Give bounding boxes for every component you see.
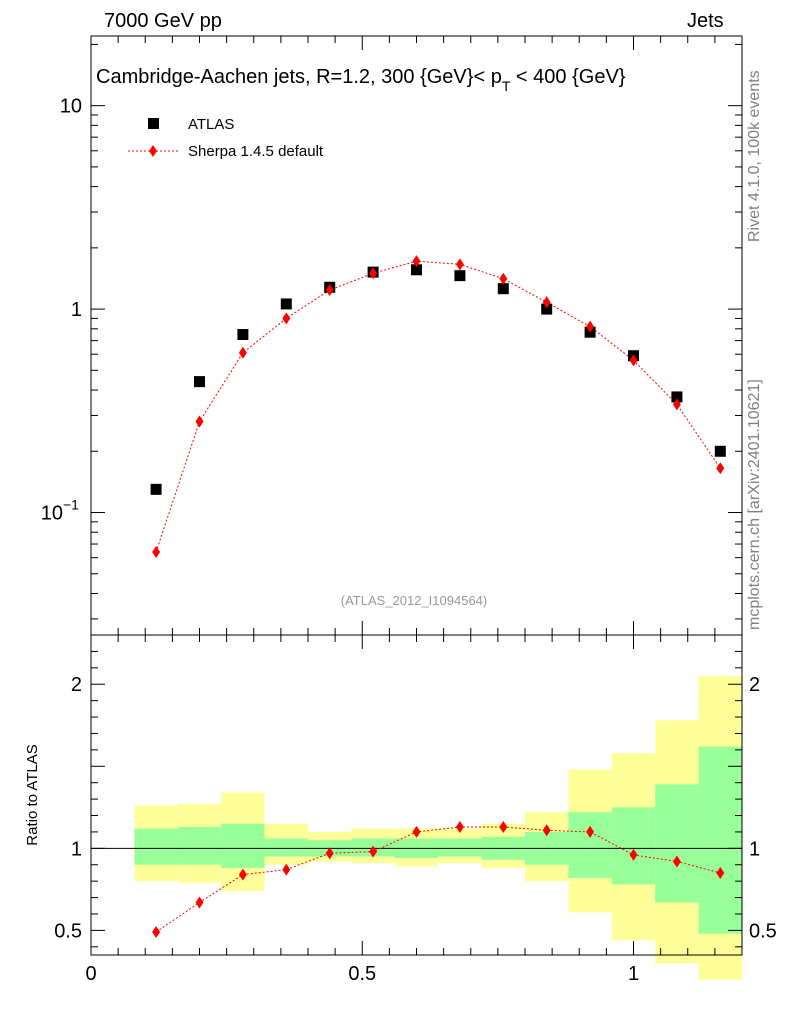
ratio-point xyxy=(542,824,551,837)
ratio-point xyxy=(325,847,334,860)
ratio-y-tick-label-left: 1 xyxy=(71,838,82,860)
ratio-point xyxy=(412,825,421,838)
main-y-tick-exponent: −1 xyxy=(63,497,79,513)
atlas-point xyxy=(411,264,422,276)
stat-uncertainty-band xyxy=(134,828,178,865)
atlas-point xyxy=(541,303,553,315)
ratio-point xyxy=(672,855,681,868)
atlas-point xyxy=(237,329,249,341)
atlas-point xyxy=(280,298,292,310)
axis-ticks xyxy=(90,36,743,955)
sherpa-point xyxy=(369,267,378,280)
x-tick-label: 1 xyxy=(628,963,639,985)
ratio-point xyxy=(586,825,595,838)
mcplots-label: mcplots.cern.ch [arXiv:2401.10621] xyxy=(746,379,763,630)
sherpa-point xyxy=(455,258,464,271)
stat-uncertainty-band xyxy=(438,838,482,857)
process-label: Jets xyxy=(687,10,724,32)
sherpa-point xyxy=(195,415,204,428)
sherpa-point xyxy=(542,296,551,309)
x-tick-label: 0 xyxy=(85,963,96,985)
ratio-point xyxy=(629,848,638,861)
ratio-y-tick-label-left: 0.5 xyxy=(54,920,82,942)
ratio-point xyxy=(238,868,247,881)
atlas-point xyxy=(497,283,509,295)
sherpa-point xyxy=(152,545,161,558)
ratio-y-tick-label-right: 1 xyxy=(749,838,760,860)
ratio-y-tick-label-right: 0.5 xyxy=(749,920,777,942)
sherpa-point xyxy=(499,272,508,285)
ratio-series xyxy=(152,821,725,939)
x-tick-label: 0.5 xyxy=(348,963,376,985)
sherpa-line xyxy=(155,260,721,553)
stat-uncertainty-band xyxy=(698,746,742,934)
main-series xyxy=(150,255,726,558)
stat-uncertainty-band xyxy=(655,784,699,903)
atlas-point xyxy=(714,445,726,457)
ratio-point xyxy=(455,821,464,833)
sherpa-point xyxy=(412,255,421,268)
atlas-point xyxy=(671,391,683,403)
analysis-label: (ATLAS_2012_I1094564) xyxy=(341,593,487,608)
sherpa-point xyxy=(325,284,334,297)
sherpa-point xyxy=(629,354,638,367)
legend-sherpa-marker xyxy=(149,145,157,157)
stat-uncertainty-band xyxy=(611,807,656,885)
main-title: Cambridge-Aachen jets, R=1.2, 300 {GeV}<… xyxy=(96,66,626,94)
main-y-tick-label: 10 xyxy=(41,503,63,525)
legend-atlas-label: ATLAS xyxy=(188,116,234,133)
ratio-ylabel: Ratio to ATLAS xyxy=(24,744,41,845)
legend-atlas-marker xyxy=(148,118,159,129)
sherpa-point xyxy=(238,346,247,359)
legend-sherpa-label: Sherpa 1.4.5 default xyxy=(188,143,324,160)
ratio-y-tick-label-right: 2 xyxy=(749,674,760,696)
sherpa-point xyxy=(672,398,681,411)
sherpa-point xyxy=(282,312,291,325)
sherpa-point xyxy=(586,320,595,333)
ratio-point xyxy=(152,926,161,939)
ratio-y-tick-label-left: 2 xyxy=(71,674,82,696)
ratio-bands xyxy=(134,676,742,980)
energy-label: 7000 GeV pp xyxy=(104,10,222,32)
ratio-point xyxy=(195,896,204,909)
ratio-point xyxy=(499,821,508,833)
sherpa-point xyxy=(716,462,725,475)
atlas-point xyxy=(150,483,162,495)
main-y-tick-label: 10 xyxy=(60,96,82,118)
legend: ATLAS Sherpa 1.4.5 default xyxy=(128,116,324,160)
stat-uncertainty-band xyxy=(221,823,265,869)
main-y-tick-label: 1 xyxy=(71,299,82,321)
stat-uncertainty-band xyxy=(264,838,308,857)
ratio-point xyxy=(282,863,291,876)
atlas-point xyxy=(454,270,466,282)
atlas-point xyxy=(194,376,205,388)
ratio-line xyxy=(155,826,721,933)
stat-uncertainty-band xyxy=(568,812,612,878)
ratio-point xyxy=(369,845,378,858)
ratio-point xyxy=(716,866,725,879)
stat-uncertainty-band xyxy=(177,827,222,865)
rivet-version-label: Rivet 4.1.0, 100k events xyxy=(746,70,763,242)
